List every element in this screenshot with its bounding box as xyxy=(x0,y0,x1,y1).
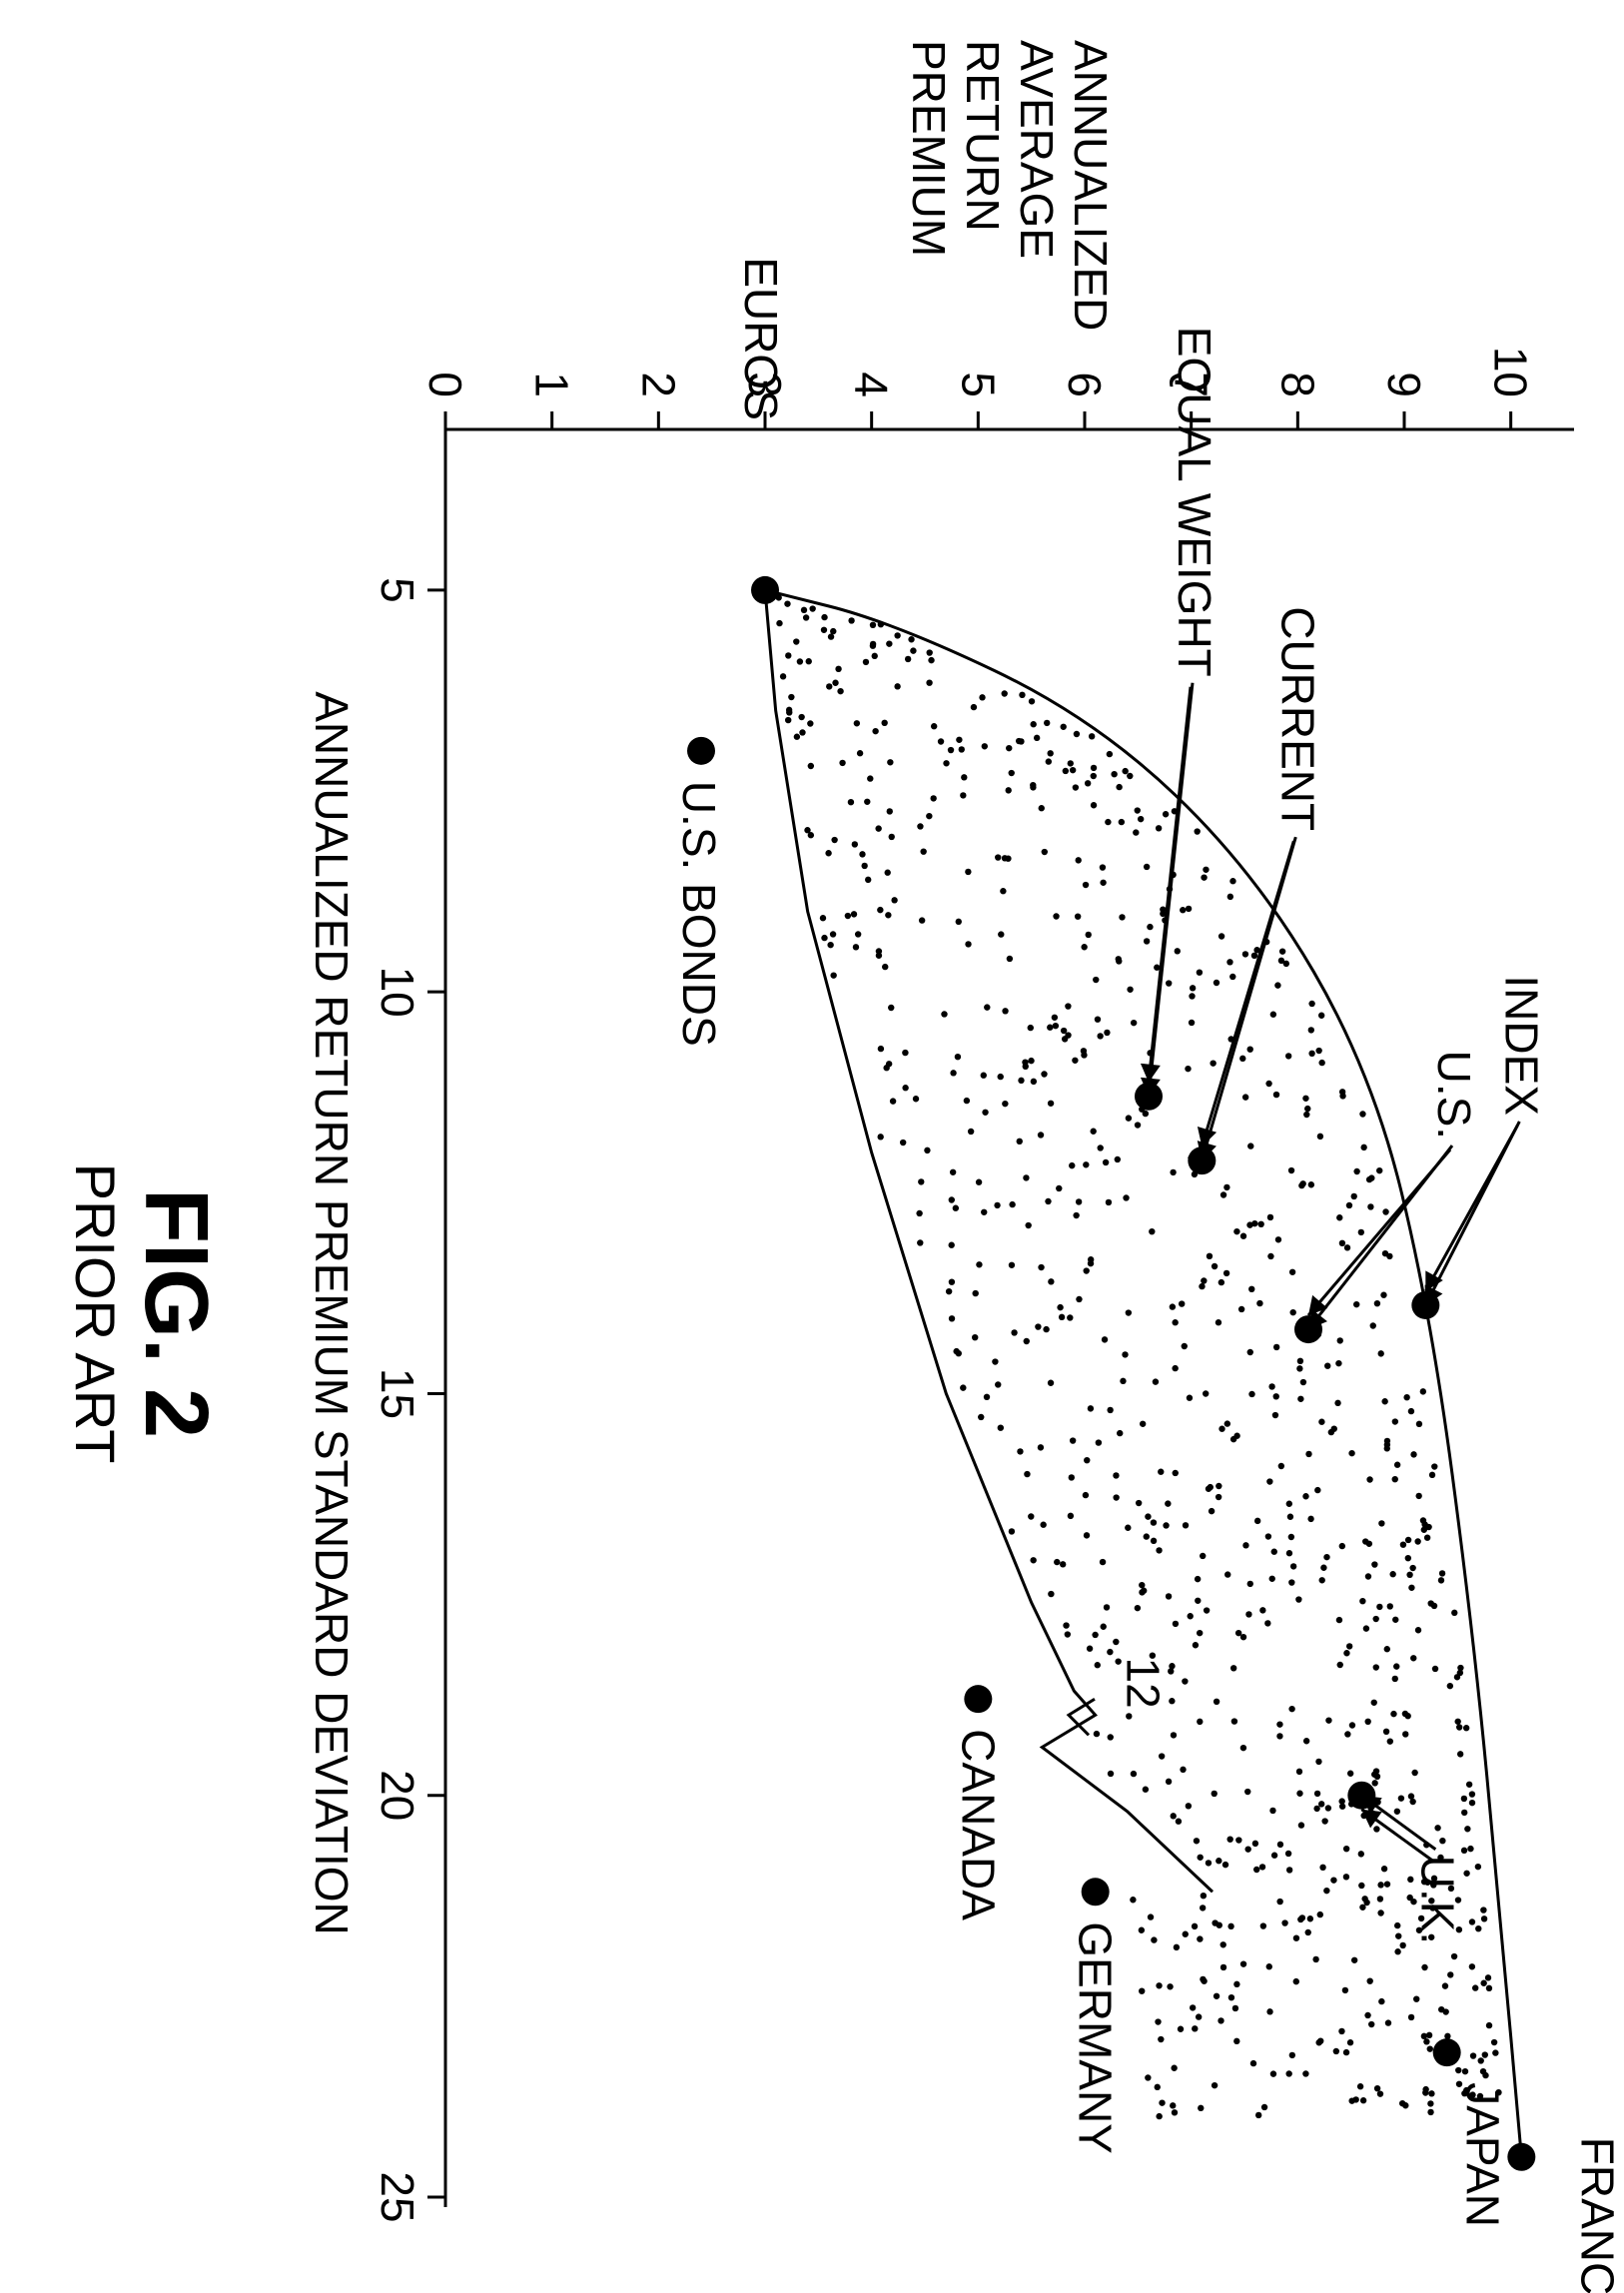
y-tick-label: 2 xyxy=(632,372,684,397)
x-axis-label: ANNUALIZED RETURN PREMIUM STANDARD DEVIA… xyxy=(306,691,358,1935)
axes xyxy=(445,429,1574,2207)
marker-france xyxy=(1507,2143,1535,2171)
y-tick-label: 8 xyxy=(1271,372,1323,397)
x-tick-label: 20 xyxy=(372,1770,423,1821)
y-tick-label: 1 xyxy=(526,372,578,397)
x-tick-label: 25 xyxy=(372,2171,423,2222)
leader-line xyxy=(1202,841,1293,1146)
label-u-k-: U.K. xyxy=(1411,1856,1463,1944)
leader-line xyxy=(1425,1126,1517,1291)
label-japan: JAPAN xyxy=(1457,2082,1509,2227)
y-tick-label: 4 xyxy=(846,372,898,397)
marker-canada xyxy=(964,1685,992,1713)
label-index: INDEX xyxy=(1495,975,1547,1116)
label-u-s-bonds: U.S. BONDS xyxy=(673,781,725,1047)
x-tick-label: 5 xyxy=(372,577,423,603)
marker-u-s-bonds xyxy=(687,737,715,765)
y-axis-label: PREMIUM xyxy=(903,40,955,257)
efficient-frontier-chart: 012345678910510152025ANNUALIZED RETURN P… xyxy=(0,0,1624,2293)
y-tick-label: 9 xyxy=(1378,372,1430,397)
y-tick-label: 10 xyxy=(1485,347,1537,397)
y-axis-label: RETURN xyxy=(957,40,1009,232)
callout-12: 12 xyxy=(1118,1658,1170,1709)
figure-caption: FIG. 2 xyxy=(126,1188,226,1438)
label-germany: GERMANY xyxy=(1070,1921,1122,2154)
marker-germany xyxy=(1082,1878,1110,1906)
y-axis-label: ANNUALIZED xyxy=(1065,40,1117,331)
leader-line xyxy=(1149,687,1191,1083)
x-tick-label: 15 xyxy=(372,1368,423,1419)
marker-euros xyxy=(751,576,779,604)
label-france: FRANCE xyxy=(1571,2137,1623,2293)
frontier-upper xyxy=(765,590,1521,2157)
x-tick-label: 10 xyxy=(372,967,423,1018)
y-axis-label: AVERAGE xyxy=(1011,40,1063,259)
y-tick-label: 6 xyxy=(1059,372,1111,397)
scatter-cloud xyxy=(776,594,1502,2119)
marker-japan xyxy=(1433,2038,1461,2066)
y-tick-label: 0 xyxy=(419,372,471,397)
label-equal-weight: EQUAL WEIGHT xyxy=(1169,327,1220,677)
label-canada: CANADA xyxy=(952,1729,1004,1920)
y-tick-label: 5 xyxy=(952,372,1004,397)
label-current: CURRENT xyxy=(1271,606,1323,831)
figure-subcaption: PRIOR ART xyxy=(64,1163,127,1464)
label-u-s-: U.S. xyxy=(1428,1051,1480,1140)
label-euros: EUROS xyxy=(735,257,787,420)
